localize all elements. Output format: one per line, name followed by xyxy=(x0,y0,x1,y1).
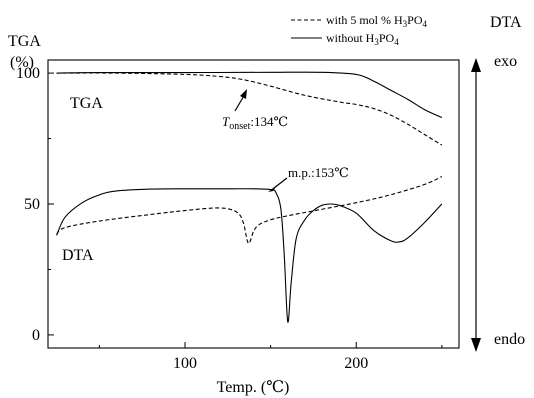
legend: with 5 mol % H3PO4 without H3PO4 xyxy=(291,13,428,47)
dta-with-h3po4-line xyxy=(56,176,443,244)
tga-without-h3po4-line xyxy=(56,71,443,119)
y-axis-label-dta: DTA xyxy=(490,14,522,31)
onset-arrow-head xyxy=(240,89,247,99)
endo-arrow-head xyxy=(471,338,481,352)
dta-without-h3po4-line xyxy=(56,188,443,323)
exo-label: exo xyxy=(494,53,517,70)
endo-label: endo xyxy=(494,331,525,348)
y-axis-unit-label: (%) xyxy=(10,54,34,71)
y-tick-label: 100 xyxy=(16,65,40,82)
legend-label-with-h3po4: with 5 mol % H3PO4 xyxy=(326,13,428,29)
x-tick-label: 200 xyxy=(344,355,368,372)
exo-arrow-head xyxy=(471,58,481,72)
y-axis-label-tga: TGA xyxy=(8,33,41,50)
y-tick-label: 50 xyxy=(24,196,40,213)
x-tick-label: 100 xyxy=(173,355,197,372)
x-axis-label: Temp. (℃) xyxy=(217,379,290,396)
melting-point-annotation: m.p.:153℃ xyxy=(288,165,349,180)
tga-curve-label: TGA xyxy=(70,95,103,112)
tga-with-h3po4-line xyxy=(56,72,443,146)
mp-arrow-line xyxy=(273,177,288,189)
y-tick-label: 0 xyxy=(32,327,40,344)
mp-arrow-head xyxy=(268,185,277,192)
onset-annotation: Tonset:134℃ xyxy=(222,114,288,132)
dta-curve-label: DTA xyxy=(62,247,94,264)
plot-frame xyxy=(47,59,460,349)
legend-label-without-h3po4: without H3PO4 xyxy=(326,31,399,47)
